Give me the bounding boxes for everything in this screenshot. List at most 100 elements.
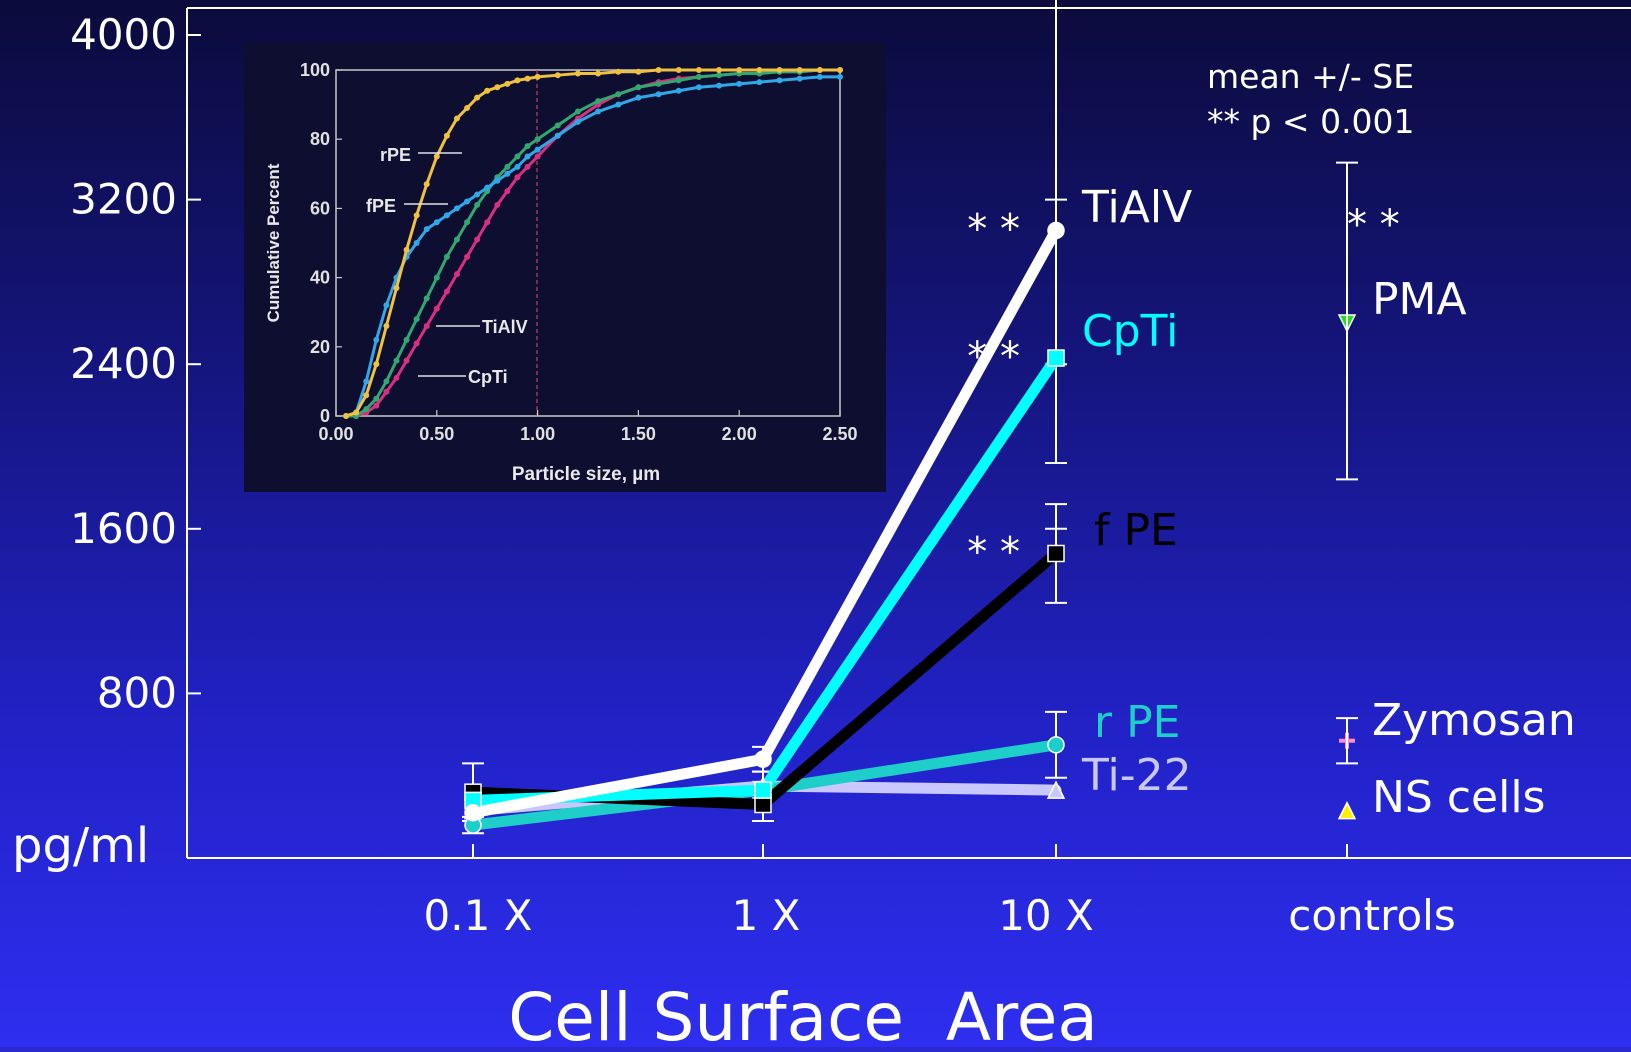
legend-note-p: ** p < 0.001 (1207, 102, 1415, 141)
inset-data-point-cpti (413, 340, 420, 347)
inset-data-point-rpe (534, 73, 541, 80)
inset-data-point-rpe (595, 70, 602, 77)
inset-data-point-tialv (423, 295, 430, 302)
inset-data-point-tialv (695, 73, 702, 80)
inset-data-point-tialv (383, 378, 390, 385)
inset-data-point-tialv (373, 395, 380, 402)
control-label-ns-cells: NS cells (1372, 772, 1545, 823)
y-tick-label: 800 (97, 668, 177, 717)
significance-marker: * * (967, 206, 1020, 252)
inset-data-point-fpe (433, 219, 440, 226)
inset-data-point-tialv (393, 357, 400, 364)
inset-data-point-cpti (494, 201, 501, 208)
inset-data-point-cpti (403, 357, 410, 364)
inset-data-point-cpti (524, 163, 531, 170)
inset-data-point-rpe (837, 67, 843, 73)
inset-data-point-rpe (615, 68, 622, 75)
inset-data-point-fpe (816, 73, 823, 80)
inset-data-point-rpe (554, 72, 561, 79)
inset-data-point-tialv (716, 72, 723, 79)
inset-data-point-rpe (443, 132, 450, 139)
data-point-tialv (464, 803, 482, 822)
inset-data-point-fpe (776, 77, 783, 84)
data-point-f-pe (754, 795, 772, 814)
inset-data-point-tialv (554, 122, 561, 129)
data-point-ti-22 (1046, 780, 1066, 799)
inset-data-point-tialv (615, 91, 622, 98)
inset-data-point-fpe (736, 80, 743, 87)
inset-data-point-tialv (413, 316, 420, 323)
x-tick-label: 0.1 X (424, 891, 533, 940)
inset-data-point-fpe (494, 177, 501, 184)
control-point-ns-cells (1337, 801, 1357, 820)
inset-data-point-tialv (464, 219, 471, 226)
inset-data-point-tialv (403, 336, 410, 343)
series-label-f-pe: f PE (1094, 505, 1178, 556)
inset-data-point-fpe (635, 94, 642, 101)
inset-data-point-rpe (453, 115, 460, 122)
inset-data-point-cpti (474, 236, 481, 243)
inset-data-point-rpe (484, 87, 491, 94)
inset-data-point-rpe (816, 67, 823, 73)
inset-data-point-fpe (453, 205, 460, 212)
inset-data-point-cpti (534, 153, 541, 160)
x-tick-label: 1 X (732, 891, 801, 940)
inset-y-axis-title: Cumulative Percent (264, 163, 283, 322)
inset-data-point-fpe (423, 226, 430, 233)
inset-y-tick-label: 40 (310, 268, 330, 288)
significance-marker: * * (1347, 202, 1400, 248)
inset-data-point-tialv (443, 253, 450, 260)
inset-x-axis-title: Particle size, µm (512, 464, 660, 485)
inset-data-point-fpe (675, 87, 682, 94)
inset-data-point-tialv (675, 77, 682, 84)
inset-data-point-fpe (504, 170, 511, 177)
inset-data-point-rpe (756, 67, 763, 73)
inset-data-point-fpe (524, 153, 531, 160)
inset-data-point-rpe (363, 392, 370, 399)
inset-data-point-tialv (635, 84, 642, 91)
series-label-r-pe: r PE (1094, 697, 1180, 748)
inset-data-point-rpe (514, 77, 521, 84)
x-tick-label: controls (1288, 891, 1455, 940)
inset-data-point-tialv (524, 143, 531, 150)
inset-data-point-rpe (353, 409, 360, 416)
x-tick-label: 10 X (998, 891, 1094, 940)
inset-x-tick-label: 0.00 (318, 424, 353, 444)
inset-data-point-fpe (615, 101, 622, 108)
inset-data-point-rpe (695, 67, 702, 73)
inset-data-point-tialv (514, 153, 521, 160)
inset-data-point-tialv (534, 136, 541, 143)
inset-x-tick-label: 1.50 (621, 424, 656, 444)
inset-data-point-cpti (504, 188, 511, 195)
inset-data-point-cpti (383, 388, 390, 395)
inset-data-point-cpti (393, 374, 400, 381)
inset-y-tick-label: 20 (310, 337, 330, 357)
inset-data-point-rpe (464, 105, 471, 112)
data-point-tialv (754, 750, 772, 768)
inset-data-point-fpe (695, 84, 702, 91)
inset-data-point-fpe (514, 163, 521, 170)
inset-data-point-rpe (383, 323, 390, 330)
inset-data-point-tialv (655, 80, 662, 87)
inset-data-point-tialv (363, 406, 370, 413)
inset-data-point-fpe (716, 82, 723, 89)
inset-data-point-rpe (393, 284, 400, 291)
inset-data-point-cpti (453, 271, 460, 278)
inset-data-point-fpe (464, 198, 471, 205)
inset-annotation-rpe: rPE (380, 145, 411, 165)
y-tick-label: 1600 (70, 504, 177, 553)
inset-data-point-fpe (574, 118, 581, 125)
inset-data-point-rpe (474, 94, 481, 101)
inset-data-point-cpti (373, 402, 380, 409)
inset-data-point-fpe (796, 75, 803, 82)
inset-data-point-tialv (504, 163, 511, 170)
inset-data-point-rpe (675, 67, 682, 73)
inset-x-tick-label: 1.00 (520, 424, 555, 444)
inset-y-tick-label: 60 (310, 198, 330, 218)
inset-data-point-fpe (484, 184, 491, 191)
legend-note-se: mean +/- SE (1207, 57, 1414, 96)
inset-x-tick-label: 0.50 (419, 424, 454, 444)
inset-data-point-rpe (736, 67, 743, 73)
y-axis-title: pg/ml (12, 818, 149, 874)
